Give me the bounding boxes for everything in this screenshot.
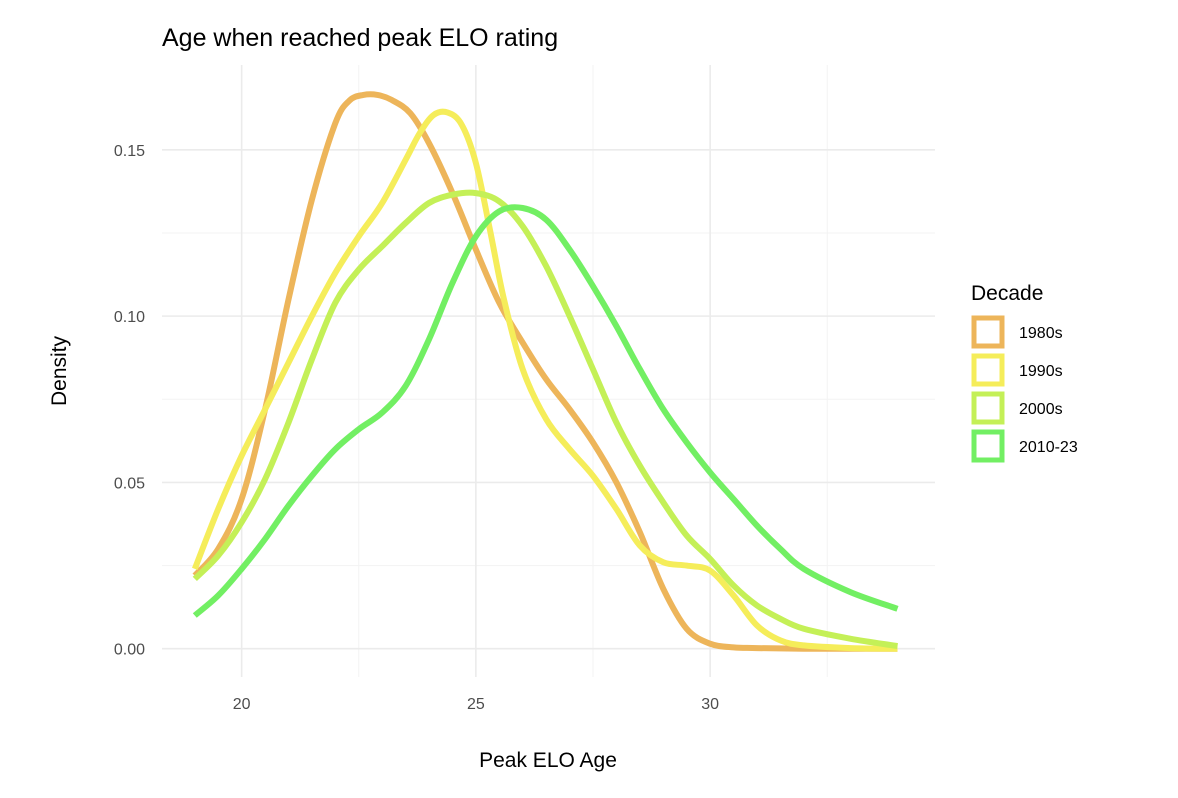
x-axis-title: Peak ELO Age [479,749,617,772]
legend-label: 2010-23 [1019,439,1078,456]
x-tick-label: 25 [467,696,485,713]
legend-key [971,315,1005,349]
y-tick-label: 0.00 [114,642,145,659]
y-axis-title: Density [48,335,71,406]
legend-key [971,429,1005,463]
legend: Decade 1980s 1990s 2000s 2010-23 [971,282,1078,463]
density-line-1980s [192,91,898,652]
density-lines [192,91,899,652]
grid [162,65,935,677]
density-line-1990s [192,108,898,652]
legend-title: Decade [971,282,1043,305]
density-line-2010-23 [192,204,899,618]
legend-key [971,391,1005,425]
legend-label: 1990s [1019,363,1063,380]
density-line-2000s [192,189,898,650]
chart-title: Age when reached peak ELO rating [162,24,558,52]
tick-labels: 0.00 0.05 0.10 0.15 20 25 30 [114,143,719,713]
y-tick-label: 0.05 [114,475,145,492]
legend-key [971,353,1005,387]
y-tick-label: 0.10 [114,309,145,326]
x-tick-label: 30 [701,696,719,713]
legend-label: 2000s [1019,401,1063,418]
legend-items: 1980s 1990s 2000s 2010-23 [971,315,1078,463]
legend-label: 1980s [1019,325,1063,342]
x-tick-label: 20 [233,696,251,713]
y-tick-label: 0.15 [114,143,145,160]
